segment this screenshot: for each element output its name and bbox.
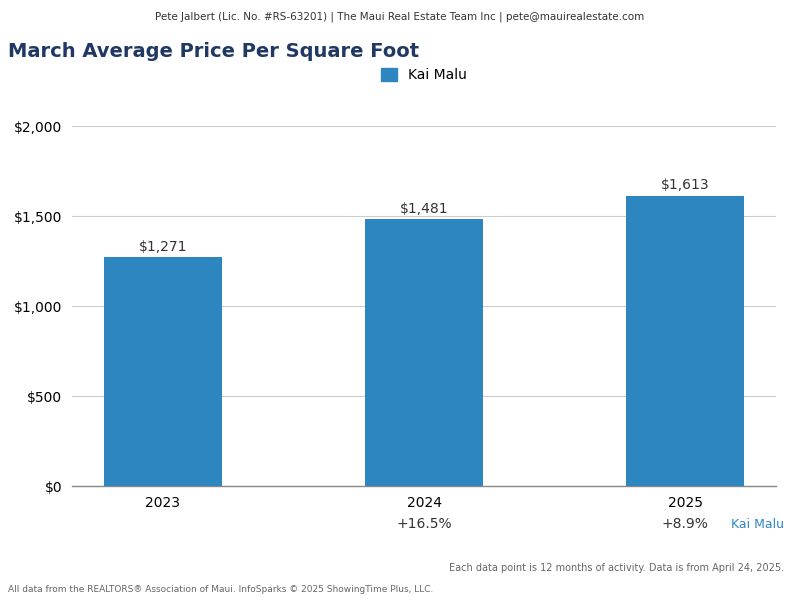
Text: $1,481: $1,481	[400, 202, 448, 216]
Bar	[366, 220, 482, 486]
Text: +16.5%: +16.5%	[396, 517, 452, 530]
Bar	[104, 257, 222, 486]
Legend: Kai Malu: Kai Malu	[381, 68, 467, 82]
Text: Each data point is 12 months of activity. Data is from April 24, 2025.: Each data point is 12 months of activity…	[449, 563, 784, 573]
Text: +8.9%: +8.9%	[662, 517, 709, 530]
Text: $1,613: $1,613	[661, 178, 710, 193]
Bar	[626, 196, 744, 486]
Text: $1,271: $1,271	[138, 240, 187, 254]
Text: All data from the REALTORS® Association of Maui. InfoSparks © 2025 ShowingTime P: All data from the REALTORS® Association …	[8, 585, 434, 594]
Text: Pete Jalbert (Lic. No. #RS-63201) | The Maui Real Estate Team Inc | pete@mauirea: Pete Jalbert (Lic. No. #RS-63201) | The …	[155, 11, 645, 22]
Text: March Average Price Per Square Foot: March Average Price Per Square Foot	[8, 42, 419, 61]
Text: Kai Malu: Kai Malu	[731, 518, 784, 531]
